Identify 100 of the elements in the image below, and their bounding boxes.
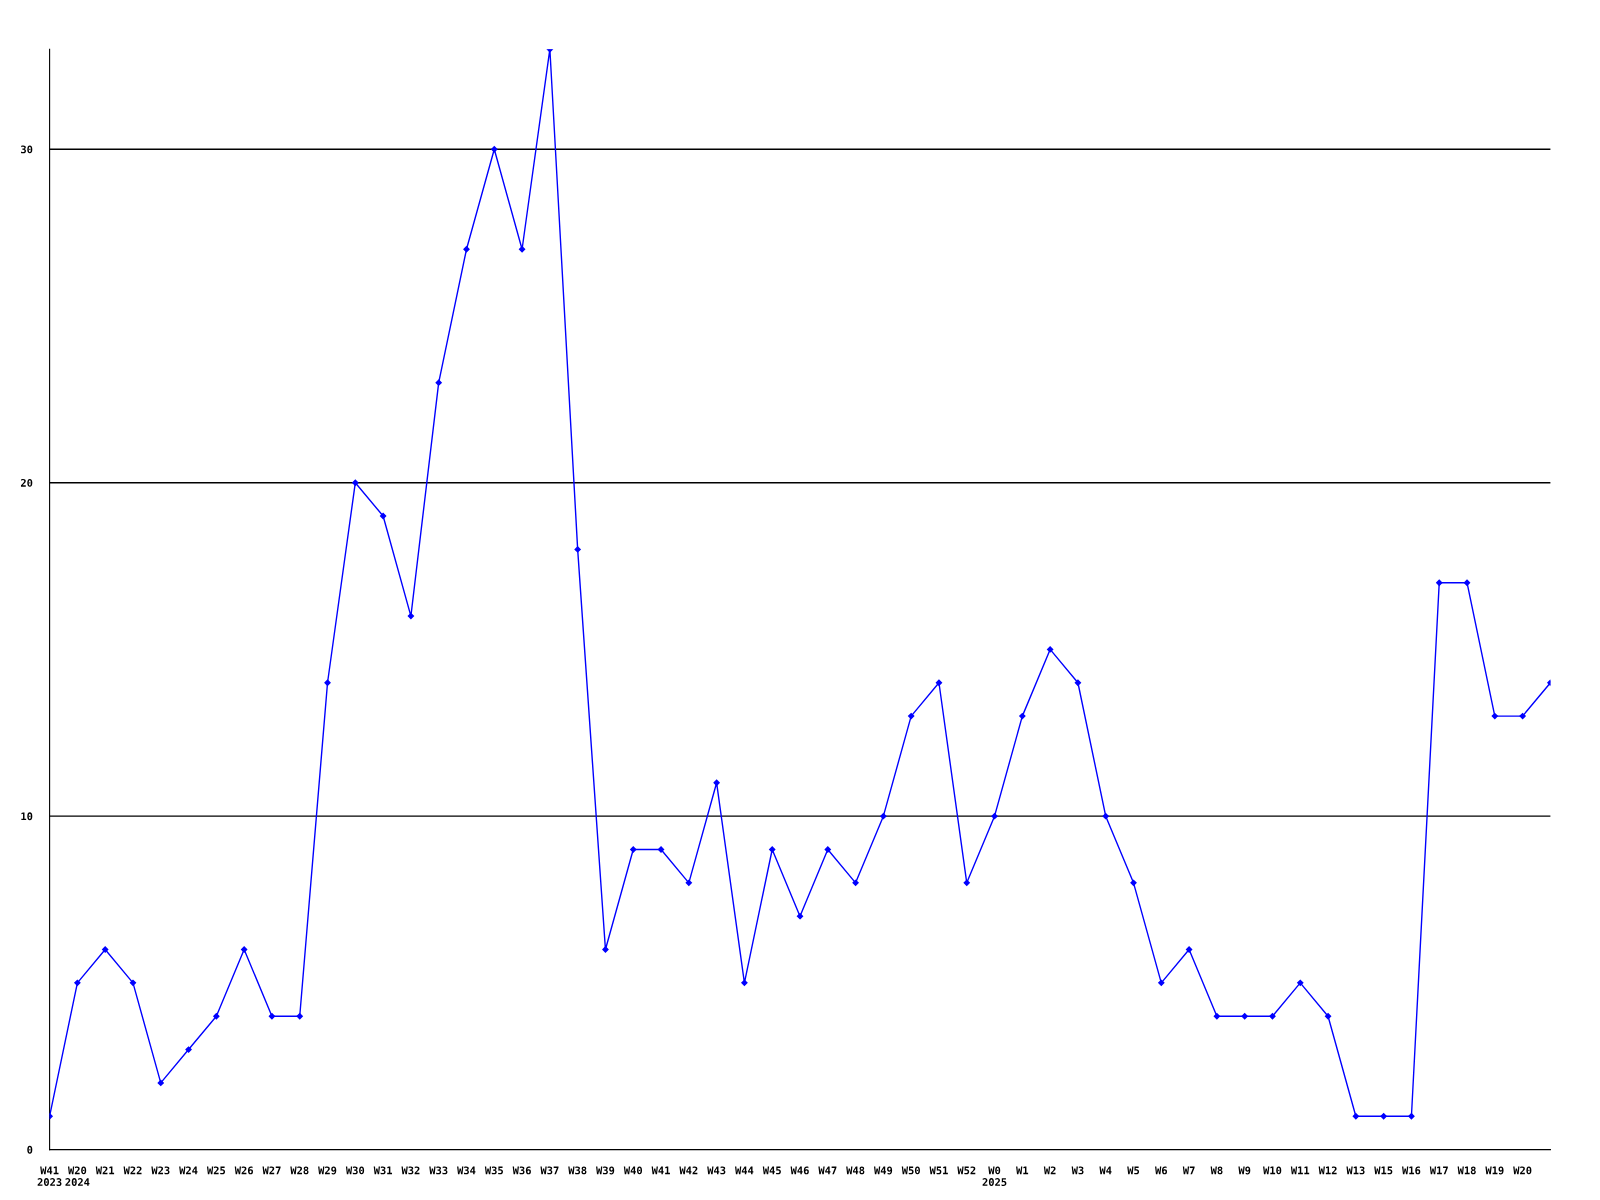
point — [574, 546, 581, 553]
point — [713, 779, 720, 786]
point — [963, 879, 970, 886]
point — [240, 946, 248, 953]
point — [379, 512, 387, 520]
point — [1324, 1013, 1332, 1020]
x-tick-label: W24 — [179, 1166, 198, 1175]
x-tick-label: W28 — [290, 1166, 309, 1175]
point — [1269, 1013, 1276, 1020]
point — [824, 846, 831, 853]
x-tick-label: W5 — [1127, 1166, 1140, 1175]
point — [1408, 1113, 1415, 1120]
point — [880, 812, 887, 820]
point — [1046, 646, 1054, 653]
x-tick-label: W50 — [901, 1166, 920, 1175]
y-tick-label: 0 — [27, 1145, 33, 1154]
x-tick-label: W45 — [762, 1166, 781, 1175]
x-tick-label: W39 — [596, 1166, 615, 1175]
point — [1463, 579, 1471, 586]
point — [1491, 712, 1498, 720]
x-tick-label: W26 — [234, 1166, 253, 1175]
x-tick-label: W35 — [484, 1166, 503, 1175]
point — [908, 712, 915, 720]
point — [1241, 1013, 1248, 1020]
point — [1158, 979, 1165, 987]
x-tick-label: W41 2023 — [37, 1166, 62, 1186]
point — [1102, 812, 1109, 820]
x-tick-label: W27 — [262, 1166, 281, 1175]
point — [1074, 679, 1082, 686]
point — [435, 379, 442, 386]
x-tick-label: W49 — [873, 1166, 893, 1175]
point — [213, 1013, 220, 1020]
point — [1297, 979, 1304, 987]
x-tick-label: W20 — [1513, 1166, 1532, 1175]
x-tick-label: W52 — [957, 1166, 976, 1175]
point — [185, 1046, 192, 1053]
x-tick-label: W9 — [1238, 1166, 1251, 1175]
x-tick-label: W0 2025 — [982, 1166, 1007, 1186]
y-tick-label: 10 — [21, 812, 33, 821]
point — [685, 879, 692, 886]
point — [157, 1079, 164, 1087]
x-tick-label: W20 2024 — [65, 1166, 90, 1186]
y-tick-label: 20 — [20, 478, 33, 487]
x-tick-label: W1 — [1016, 1166, 1029, 1175]
point — [1185, 946, 1193, 953]
line-series — [49, 49, 1551, 1120]
point — [602, 946, 609, 953]
point — [1436, 579, 1443, 586]
point — [518, 246, 526, 253]
x-tick-label: W37 — [540, 1166, 559, 1175]
point — [129, 979, 137, 987]
x-tick-label: W4 — [1099, 1166, 1112, 1175]
x-tick-label: W43 — [707, 1166, 726, 1175]
point — [268, 1013, 276, 1020]
point — [1352, 1113, 1360, 1120]
x-tick-label: W31 — [373, 1166, 393, 1175]
x-tick-label: W36 — [512, 1166, 531, 1175]
point — [796, 913, 804, 920]
x-tick-label: W41 — [651, 1166, 670, 1175]
x-tick-label: W40 — [623, 1166, 643, 1175]
point — [102, 946, 109, 953]
point — [463, 246, 470, 253]
point — [1519, 712, 1526, 720]
x-tick-label: W34 — [457, 1166, 476, 1175]
point — [852, 879, 859, 886]
point — [407, 612, 415, 620]
point — [991, 812, 998, 820]
x-tick-label: W6 — [1155, 1166, 1168, 1175]
x-tick-label: W21 — [95, 1166, 115, 1175]
point — [74, 979, 81, 987]
x-tick-label: W19 — [1485, 1166, 1504, 1175]
y-tick-label: 30 — [21, 145, 33, 154]
x-tick-label: W13 — [1346, 1166, 1365, 1175]
x-tick-label: W23 — [151, 1166, 170, 1175]
x-tick-label: W46 — [790, 1166, 809, 1175]
x-tick-label: W2 — [1043, 1166, 1056, 1175]
x-tick-label: W10 — [1263, 1166, 1282, 1175]
x-tick-label: W30 — [345, 1166, 365, 1175]
point — [741, 979, 748, 987]
x-tick-label: W33 — [429, 1166, 448, 1175]
x-tick-label: W38 — [568, 1166, 587, 1175]
x-tick-label: W51 — [929, 1166, 948, 1175]
point — [630, 846, 637, 853]
point — [352, 479, 359, 486]
point — [1019, 712, 1026, 720]
point — [1380, 1113, 1387, 1120]
x-tick-label: W32 — [401, 1166, 420, 1175]
point — [1213, 1013, 1221, 1020]
x-tick-label: W15 — [1374, 1166, 1393, 1175]
x-tick-label: W17 — [1429, 1166, 1448, 1175]
x-tick-label: W47 — [818, 1166, 837, 1175]
x-tick-label: W44 — [735, 1166, 754, 1175]
point — [296, 1013, 303, 1020]
x-tick-label: W18 — [1457, 1166, 1476, 1175]
point — [1130, 879, 1137, 886]
x-tick-label: W11 — [1290, 1166, 1310, 1175]
x-tick-label: W7 — [1182, 1166, 1195, 1175]
x-tick-label: W3 — [1071, 1166, 1084, 1175]
x-tick-label: W29 — [318, 1166, 337, 1175]
point — [491, 146, 498, 153]
